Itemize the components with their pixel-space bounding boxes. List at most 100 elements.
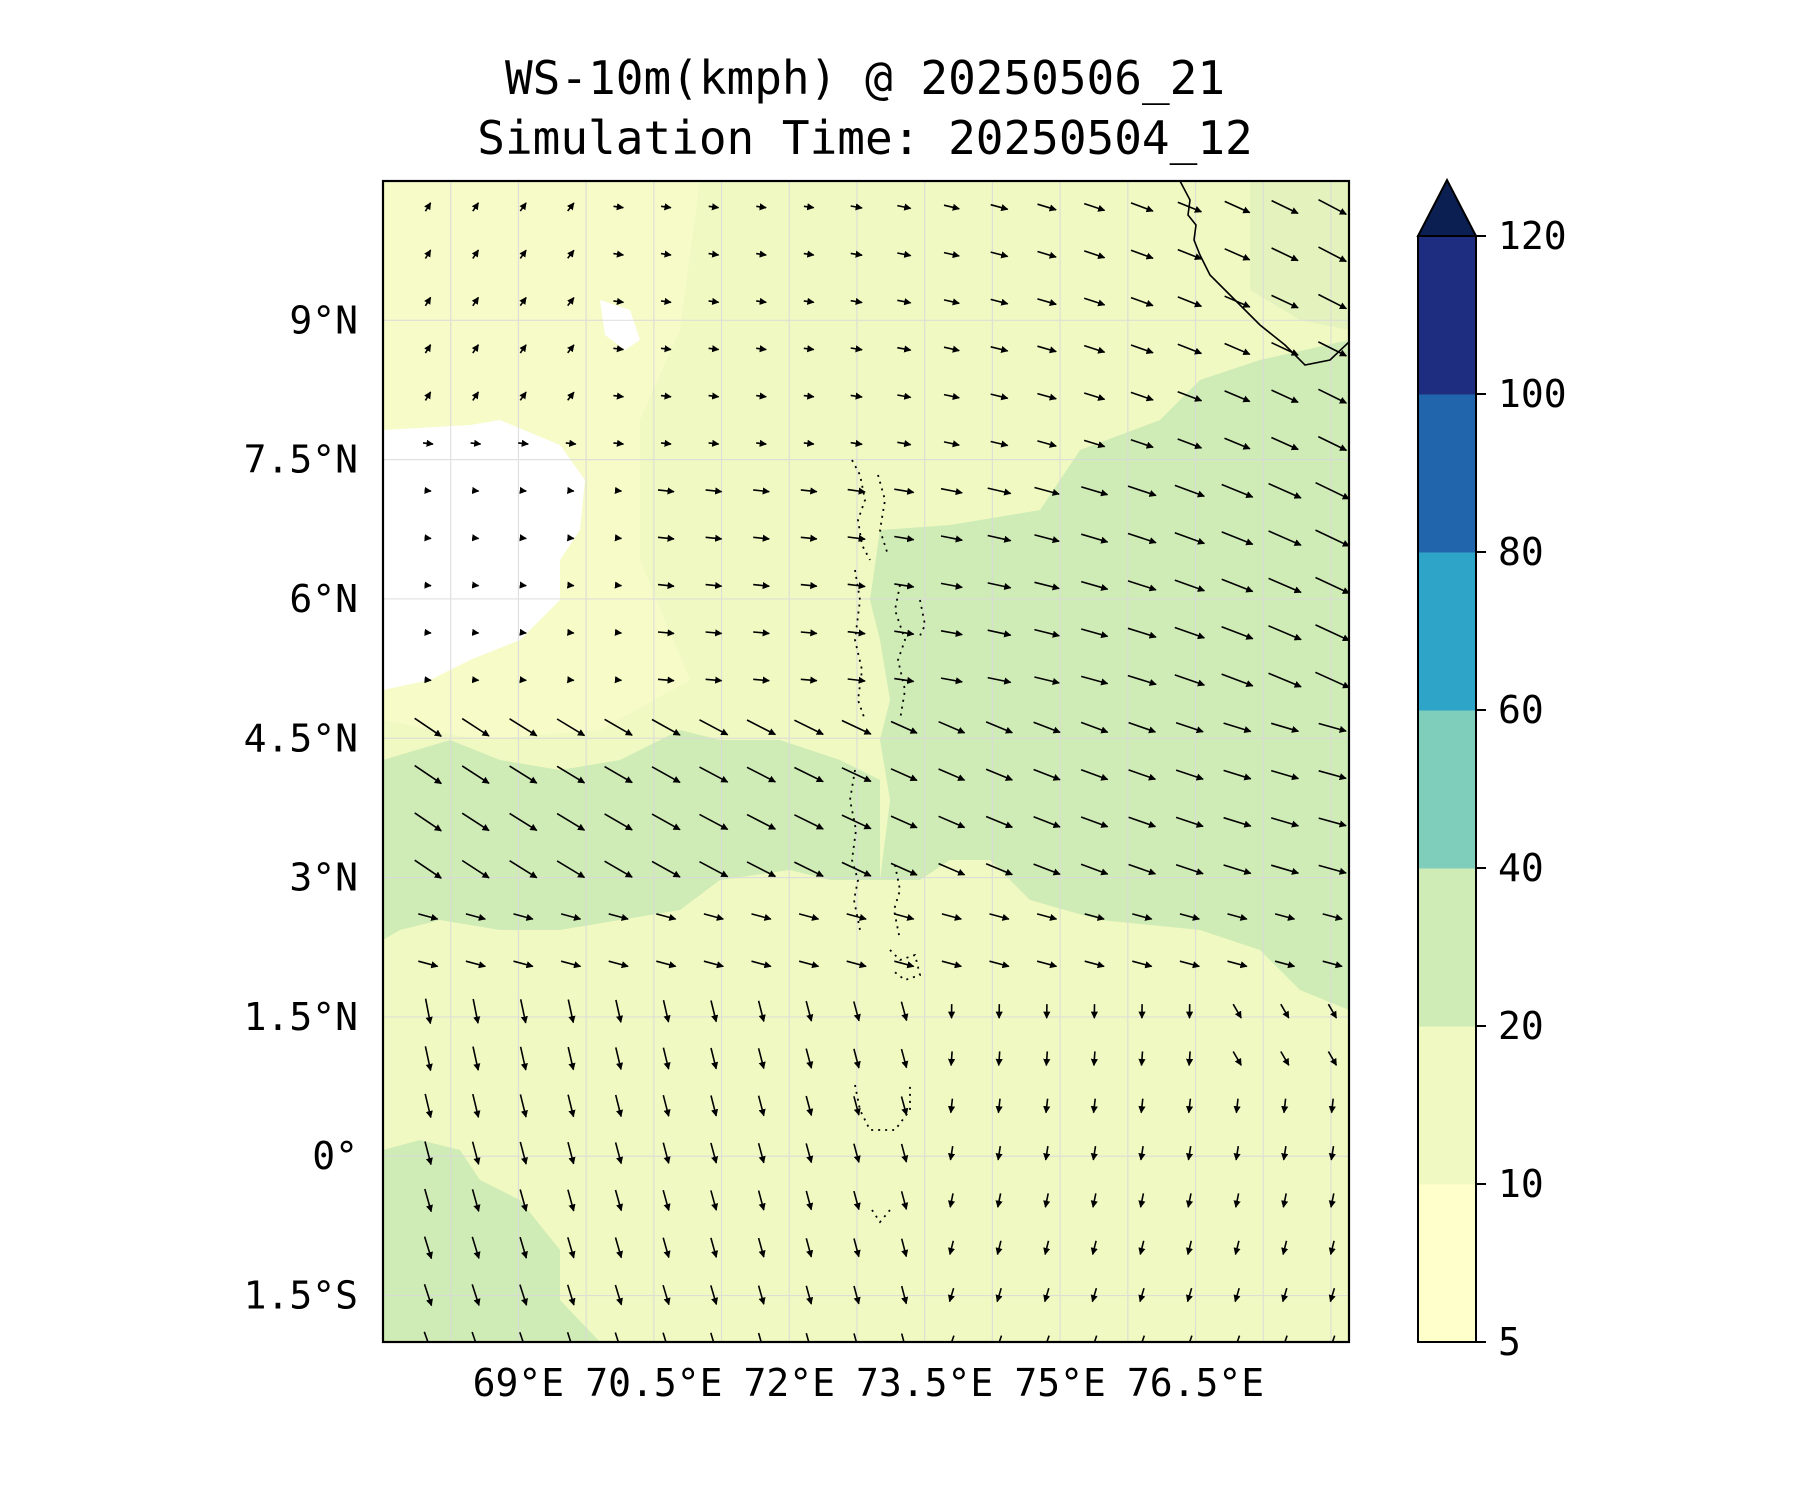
wind-arrow bbox=[1233, 1145, 1241, 1161]
wind-arrow bbox=[614, 1332, 620, 1342]
wind-arrow bbox=[938, 815, 966, 829]
wind-arrow bbox=[471, 1236, 481, 1260]
wind-arrow bbox=[566, 628, 575, 636]
wind-arrow bbox=[424, 1093, 433, 1119]
wind-arrow bbox=[1083, 344, 1106, 354]
wind-arrow bbox=[1043, 1240, 1051, 1256]
wind-arrow bbox=[1186, 1287, 1193, 1303]
wind-arrow bbox=[699, 719, 729, 736]
wind-arrow bbox=[943, 392, 960, 400]
wind-arrow bbox=[710, 1237, 719, 1258]
wind-arrow bbox=[1175, 769, 1204, 781]
wind-arrow bbox=[1080, 580, 1109, 591]
wind-arrow bbox=[519, 391, 527, 401]
wind-arrow bbox=[471, 202, 480, 212]
wind-arrow bbox=[841, 814, 872, 830]
colorbar-segment bbox=[1418, 1184, 1476, 1343]
wind-arrow bbox=[890, 720, 918, 734]
wind-arrow bbox=[800, 581, 818, 590]
wind-arrow bbox=[1174, 626, 1206, 640]
wind-arrow bbox=[566, 676, 575, 684]
wind-arrow bbox=[1083, 202, 1106, 212]
wind-arrow bbox=[900, 1048, 909, 1069]
wind-arrow bbox=[941, 913, 962, 921]
wind-arrow bbox=[890, 815, 918, 829]
wind-arrow bbox=[424, 676, 432, 684]
wind-arrow bbox=[900, 1333, 905, 1342]
wind-arrow bbox=[1318, 246, 1347, 263]
wind-arrow bbox=[995, 1051, 1003, 1067]
wind-arrow bbox=[604, 813, 633, 831]
wind-arrow bbox=[418, 913, 439, 921]
wind-arrow bbox=[710, 1095, 719, 1117]
wind-arrow bbox=[894, 582, 915, 590]
wind-arrow bbox=[943, 440, 960, 448]
wind-arrow bbox=[651, 813, 681, 831]
wind-arrow bbox=[424, 534, 432, 542]
wind-arrow bbox=[897, 298, 912, 306]
wind-arrow bbox=[853, 1001, 861, 1022]
wind-arrow bbox=[1177, 390, 1203, 402]
wind-arrow bbox=[995, 1145, 1003, 1161]
wind-arrow bbox=[948, 1335, 955, 1342]
wind-arrow bbox=[556, 718, 586, 737]
wind-arrow bbox=[613, 203, 625, 211]
wind-arrow bbox=[1037, 250, 1057, 259]
wind-arrow bbox=[705, 676, 723, 684]
wind-arrow bbox=[1175, 863, 1204, 876]
lon-tick-label: 70.5°E bbox=[585, 1361, 722, 1405]
colorbar-segment bbox=[1418, 868, 1476, 1027]
wind-arrow bbox=[985, 815, 1013, 829]
wind-arrow bbox=[471, 581, 480, 589]
wind-arrow bbox=[1043, 1193, 1051, 1208]
wind-arrow bbox=[1132, 960, 1153, 969]
wind-arrow bbox=[1271, 389, 1299, 404]
wind-arrow bbox=[708, 439, 720, 447]
wind-arrow bbox=[947, 1098, 956, 1114]
wind-arrow bbox=[989, 960, 1010, 969]
wind-arrow bbox=[1130, 391, 1154, 402]
wind-arrow bbox=[414, 717, 442, 737]
wind-arrow bbox=[846, 960, 867, 969]
wind-arrow bbox=[614, 676, 623, 684]
wind-arrow bbox=[897, 203, 912, 211]
wind-arrow bbox=[1233, 1335, 1241, 1342]
wind-arrow bbox=[461, 812, 490, 832]
wind-arrow bbox=[1177, 248, 1203, 260]
wind-arrow bbox=[1281, 1287, 1289, 1303]
wind-arrow bbox=[757, 1048, 766, 1070]
wind-arrow bbox=[985, 721, 1013, 734]
wind-arrow bbox=[614, 1094, 624, 1118]
wind-arrow bbox=[1043, 1335, 1051, 1342]
wind-arrow bbox=[756, 345, 767, 353]
wind-arrow bbox=[471, 534, 480, 542]
colorbar-segment bbox=[1418, 236, 1476, 395]
wind-arrow bbox=[757, 1190, 766, 1211]
wind-arrow bbox=[1128, 816, 1157, 828]
wind-arrow bbox=[757, 1332, 762, 1342]
wind-arrow bbox=[614, 581, 623, 589]
wind-arrow bbox=[757, 1237, 766, 1258]
wind-arrow bbox=[1271, 294, 1299, 309]
wind-arrow bbox=[1315, 529, 1349, 547]
wind-arrow bbox=[614, 1142, 624, 1165]
wind-arrow bbox=[1080, 533, 1109, 544]
wind-arrow bbox=[699, 813, 729, 831]
wind-arrow bbox=[1232, 1051, 1242, 1066]
wind-arrow bbox=[794, 814, 824, 830]
wind-arrow bbox=[662, 1000, 671, 1023]
wind-arrow bbox=[1270, 769, 1300, 781]
wind-arrow bbox=[847, 676, 866, 684]
wind-arrow bbox=[471, 249, 480, 259]
wind-arrow bbox=[746, 719, 777, 736]
wind-arrow bbox=[614, 1284, 623, 1306]
wind-arrow bbox=[940, 535, 963, 543]
wind-arrow bbox=[938, 862, 966, 876]
wind-arrow bbox=[1281, 1193, 1289, 1208]
wind-arrow bbox=[1130, 249, 1154, 260]
colorbar-segment bbox=[1418, 710, 1476, 869]
wind-arrow bbox=[1233, 1287, 1241, 1303]
lon-tick-label: 72°E bbox=[744, 1361, 836, 1405]
lat-tick-label: 6°N bbox=[289, 577, 358, 621]
